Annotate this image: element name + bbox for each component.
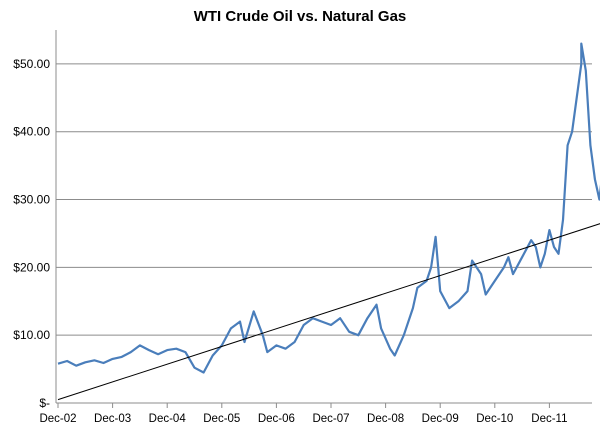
y-tick-label: $40.00 bbox=[13, 125, 50, 139]
gridlines bbox=[56, 63, 592, 336]
x-tick-label: Dec-10 bbox=[476, 413, 513, 425]
y-tick-label: $10.00 bbox=[13, 328, 50, 342]
y-tick-label: $50.00 bbox=[13, 57, 50, 71]
x-tick-label: Dec-05 bbox=[203, 413, 240, 425]
trendline-layer bbox=[57, 223, 600, 401]
y-tick-label: $30.00 bbox=[13, 193, 50, 207]
y-tick-labels: $- $10.00 $20.00 $30.00 $40.00 $50.00 bbox=[13, 57, 50, 410]
x-tick-label: Dec-04 bbox=[149, 413, 187, 425]
x-tick-label: Dec-02 bbox=[39, 413, 76, 425]
x-tick-label: Dec-11 bbox=[531, 413, 567, 425]
y-tick-label: $20.00 bbox=[13, 260, 50, 274]
chart-title: WTI Crude Oil vs. Natural Gas bbox=[193, 8, 407, 25]
trendline bbox=[57, 223, 600, 401]
x-tick-label: Dec-08 bbox=[367, 413, 404, 425]
x-tick-label: Dec-09 bbox=[422, 413, 459, 425]
series-line bbox=[57, 42, 600, 374]
series-layer bbox=[57, 42, 600, 374]
axes bbox=[55, 30, 592, 408]
x-tick-label: Dec-03 bbox=[94, 413, 131, 425]
x-tick-label: Dec-06 bbox=[258, 413, 295, 425]
x-tick-labels: Dec-02 Dec-03 Dec-04 Dec-05 Dec-06 Dec-07 Dec-… bbox=[39, 413, 567, 425]
y-tick-label: $- bbox=[39, 396, 50, 410]
x-tick-label: Dec-07 bbox=[312, 413, 349, 425]
